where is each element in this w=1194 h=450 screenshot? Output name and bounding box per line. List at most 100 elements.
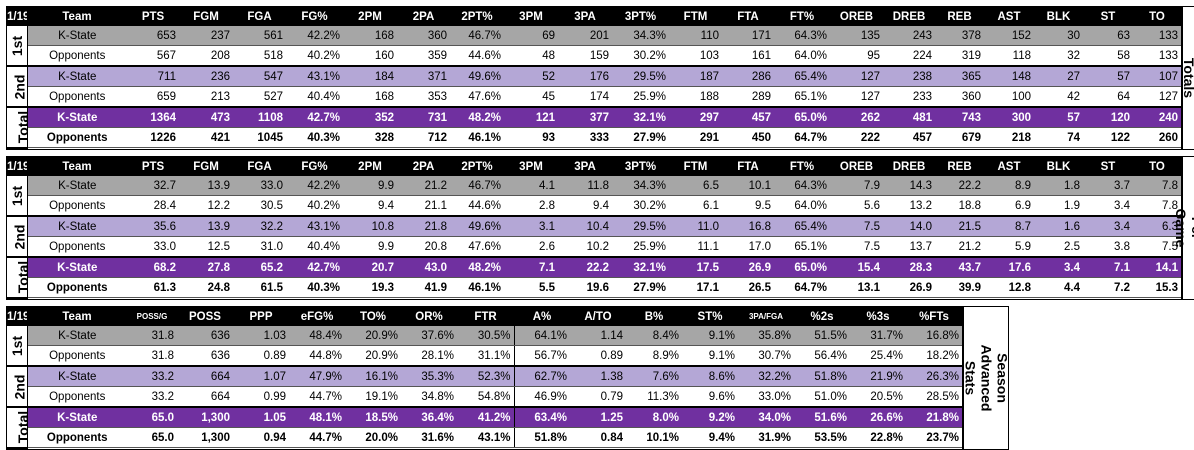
stat-cell: 377 <box>558 106 612 128</box>
side-label: Season Stat Totals <box>1181 7 1194 149</box>
stat-cell: 33.2 <box>127 365 177 387</box>
stat-cell: 48.2% <box>450 106 504 128</box>
stat-cell: 328 <box>343 127 397 148</box>
stat-cell: 42.7% <box>286 106 343 128</box>
period-text: Total <box>15 261 27 294</box>
stat-cell: 64.3% <box>774 176 830 196</box>
stat-cell: 41.9 <box>397 277 450 298</box>
column-header: POSS/G <box>127 307 177 326</box>
stat-cell: 51.5% <box>794 326 850 346</box>
stat-cell: 0.79 <box>570 386 626 408</box>
team-name: K-State <box>27 106 127 128</box>
stat-cell: 49.6% <box>450 215 504 237</box>
stat-cell: 21.2 <box>935 236 984 258</box>
column-header: eFG% <box>289 307 345 326</box>
column-header: FTA <box>722 7 774 26</box>
stat-cell: 20.5% <box>850 386 906 408</box>
stat-cell: 33.0% <box>738 386 794 408</box>
stat-cell: 481 <box>883 106 935 128</box>
column-header: ST% <box>682 307 738 326</box>
stat-cell: 184 <box>343 65 397 87</box>
stat-cell: 9.4% <box>682 427 738 448</box>
stat-cell: 43.1% <box>286 215 343 237</box>
stat-cell: 286 <box>722 65 774 87</box>
stat-cell: 35.3% <box>401 365 457 387</box>
stat-cell: 5.5 <box>504 277 558 298</box>
column-header: FT% <box>774 7 830 26</box>
column-header: 3PM <box>504 157 558 176</box>
stat-cell: 64.1% <box>514 326 570 346</box>
date-label: 1/19 <box>7 7 27 26</box>
stat-cell: 20.9% <box>345 326 401 346</box>
stat-cell: 10.1% <box>626 427 682 448</box>
stat-cell: 21.1 <box>397 195 450 217</box>
stat-cell: 0.89 <box>233 345 289 367</box>
stat-cell: 32.1% <box>612 256 669 278</box>
stat-cell: 16.1% <box>345 365 401 387</box>
stat-cell: 567 <box>127 45 179 67</box>
period-label: Total <box>7 256 28 299</box>
stat-cell: 42.2% <box>286 176 343 196</box>
period-label: 1st <box>7 176 28 217</box>
stat-cell: 26.6% <box>850 406 906 428</box>
table-row: 2nd K-State 33.2 664 1.07 47.9% 16.1% 35.3% 52.3… <box>7 365 962 408</box>
column-header: AST <box>984 7 1034 26</box>
column-header: OR% <box>401 307 457 326</box>
column-header: OREB <box>830 157 883 176</box>
column-header: AST <box>984 157 1034 176</box>
stat-cell: 37.6% <box>401 326 457 346</box>
stat-cell: 13.9 <box>179 176 233 196</box>
stat-cell: 46.1% <box>450 277 504 298</box>
stat-cell: 2.8 <box>504 195 558 217</box>
table-row: Opponents 567 208 518 40.2% 160 359 44.6% 48 159 3… <box>7 45 1181 67</box>
stat-cell: 222 <box>830 127 883 148</box>
stat-cell: 6.5 <box>669 176 722 196</box>
stat-cell: 64.7% <box>774 277 830 298</box>
stat-cell: 51.6% <box>794 406 850 428</box>
stat-cell: 25.9% <box>612 86 669 108</box>
stat-cell: 65.0% <box>774 106 830 128</box>
team-name: Opponents <box>27 386 127 408</box>
stat-cell: 378 <box>935 26 984 46</box>
stat-cell: 28.1% <box>401 345 457 367</box>
stat-cell: 2.5 <box>1034 236 1083 258</box>
stat-cell: 13.1 <box>830 277 883 298</box>
stat-cell: 36.4% <box>401 406 457 428</box>
stat-cell: 30.2% <box>612 195 669 217</box>
stat-cell: 3.8 <box>1083 236 1133 258</box>
stat-cell: 664 <box>177 386 233 408</box>
stat-cell: 65.0 <box>127 406 177 428</box>
stat-cell: 518 <box>233 45 286 67</box>
stat-cell: 168 <box>343 26 397 46</box>
stat-cell: 7.2 <box>1083 277 1133 298</box>
stat-cell: 10.1 <box>722 176 774 196</box>
period-label: Total <box>7 106 28 149</box>
stat-cell: 243 <box>883 26 935 46</box>
column-header: 3PM <box>504 7 558 26</box>
stat-cell: 161 <box>722 45 774 67</box>
column-header: DREB <box>883 157 935 176</box>
period-text: Total <box>15 111 27 144</box>
period-text: 1st <box>9 35 26 56</box>
team-name: Opponents <box>27 277 127 298</box>
stat-cell: 8.4% <box>626 326 682 346</box>
period-label: 2nd <box>7 365 28 408</box>
column-header: %2s <box>794 307 850 326</box>
stat-cell: 42.7% <box>286 256 343 278</box>
column-header: PPP <box>233 307 289 326</box>
column-header: PTS <box>127 7 179 26</box>
stat-cell: 95 <box>830 45 883 67</box>
stat-cell: 664 <box>177 365 233 387</box>
stat-cell: 0.84 <box>570 427 626 448</box>
stat-cell: 61.5 <box>233 277 286 298</box>
column-header: TO% <box>345 307 401 326</box>
table-row: Total K-State 68.2 27.8 65.2 42.7% 20.7 43.0 48.… <box>7 256 1181 299</box>
stat-cell: 45 <box>504 86 558 108</box>
column-header: A% <box>514 307 570 326</box>
stat-cell: 8.6% <box>682 365 738 387</box>
stat-cell: 24.8 <box>179 277 233 298</box>
team-header: Team <box>27 7 127 26</box>
stat-cell: 636 <box>177 345 233 367</box>
stat-cell: 31.9% <box>738 427 794 448</box>
stat-cell: 21.5 <box>935 215 984 237</box>
